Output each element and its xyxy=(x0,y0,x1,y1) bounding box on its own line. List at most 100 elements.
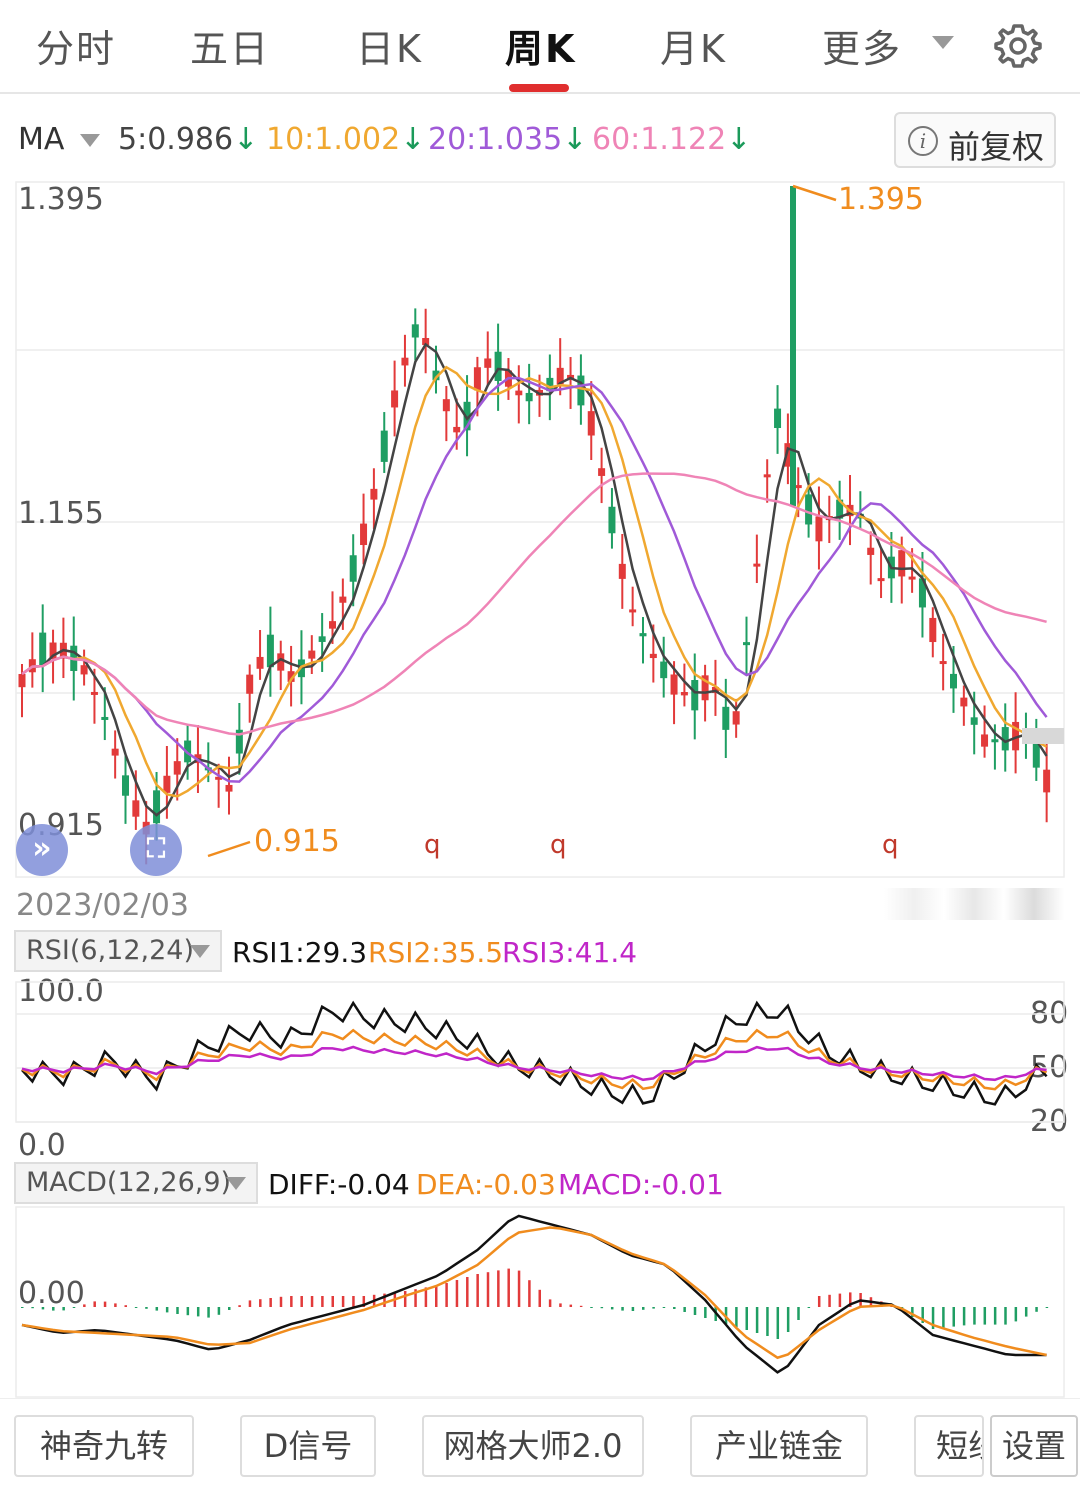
macd-bar xyxy=(124,1305,127,1307)
gear-icon[interactable] xyxy=(994,22,1042,70)
macd-bar xyxy=(528,1280,531,1307)
macd-bar xyxy=(621,1307,624,1311)
ma60-text: 60:1.122 xyxy=(592,122,727,157)
candle-body xyxy=(318,636,326,642)
macd-bar xyxy=(538,1289,541,1307)
candle-body xyxy=(670,674,678,695)
macd-bar xyxy=(21,1307,24,1308)
moving-average-lines xyxy=(21,342,1048,817)
macd-bar xyxy=(72,1307,76,1308)
extreme-markers xyxy=(207,184,837,858)
rsi-bottom-label: 0.0 xyxy=(18,1128,66,1163)
rsi-line-0 xyxy=(21,1000,1048,1106)
current-price-marker xyxy=(1022,728,1064,744)
tab-daily-k[interactable]: 日K xyxy=(356,27,423,71)
candle-body xyxy=(794,485,802,489)
candle-body xyxy=(380,430,388,462)
ma-selector[interactable]: MA xyxy=(18,122,64,157)
ma60-value: 60:1.122↓ xyxy=(592,122,751,157)
macd-bar xyxy=(911,1307,914,1317)
candle-body xyxy=(763,474,771,478)
candle-body xyxy=(256,656,264,669)
candle-body xyxy=(308,650,316,659)
macd-bar xyxy=(693,1307,697,1315)
candle-body xyxy=(370,488,378,500)
tab-monthly-k[interactable]: 月K xyxy=(660,27,727,71)
macd-bar xyxy=(652,1307,655,1309)
macd-bar xyxy=(735,1307,738,1327)
tab-weekly-k[interactable]: 周K xyxy=(505,27,577,71)
candle-body xyxy=(339,596,347,603)
candle-body xyxy=(215,776,223,780)
macd-bar xyxy=(973,1307,976,1325)
macd-chart[interactable] xyxy=(0,1205,1080,1400)
price-adjust-label: 前复权 xyxy=(948,128,1045,166)
fullscreen-icon[interactable]: ⛶ xyxy=(130,824,182,876)
ma10-text: 10:1.002 xyxy=(266,122,401,157)
kline-chart[interactable] xyxy=(0,180,1080,880)
macd-bar xyxy=(1004,1307,1007,1325)
candle-body xyxy=(463,401,471,431)
tab-more[interactable]: 更多 xyxy=(822,27,903,71)
price-adjust-button[interactable]: i 前复权 xyxy=(894,112,1056,168)
period-tab-bar: 分时 五日 日K 周K 月K 更多 xyxy=(0,0,1080,94)
tab-five-day[interactable]: 五日 xyxy=(190,27,271,71)
candle-body xyxy=(836,499,844,519)
macd-bar xyxy=(662,1307,666,1308)
y-axis-label-high: 1.395 xyxy=(18,182,104,217)
candle-body xyxy=(80,665,88,675)
settings-button[interactable]: 设置 xyxy=(990,1415,1078,1477)
ma5-value: 5:0.986↓ xyxy=(118,122,258,157)
macd-bar xyxy=(196,1307,200,1317)
ma5-text: 5:0.986 xyxy=(118,122,234,157)
macd-selector[interactable]: MACD(12,26,9) xyxy=(14,1162,258,1204)
macd-bar xyxy=(817,1296,821,1307)
macd-bar xyxy=(610,1307,614,1310)
macd-bar xyxy=(642,1307,645,1310)
d-signal-button[interactable]: D信号 xyxy=(240,1415,376,1477)
rsi3-value: RSI3:41.4 xyxy=(502,936,638,969)
rsi-lines xyxy=(21,1000,1048,1106)
tab-intraday[interactable]: 分时 xyxy=(36,27,117,71)
macd-bar xyxy=(145,1307,148,1309)
macd-zero-label: 0.00 xyxy=(18,1276,85,1311)
macd-bar xyxy=(673,1307,676,1309)
magic-nine-button[interactable]: 神奇九转 xyxy=(14,1415,194,1477)
candle-body xyxy=(908,576,916,580)
macd-bar xyxy=(207,1307,210,1318)
candle-body xyxy=(360,523,368,546)
candle-body xyxy=(629,609,637,613)
rsi-chart[interactable] xyxy=(0,980,1080,1160)
macd-bar xyxy=(579,1305,583,1307)
ma20-value: 20:1.035↓ xyxy=(428,122,587,157)
candle-body xyxy=(246,674,254,694)
grid-master-button[interactable]: 网格大师2.0 xyxy=(422,1415,644,1477)
macd-bar xyxy=(424,1287,428,1307)
macd-bar xyxy=(300,1296,303,1307)
macd-bar xyxy=(838,1293,842,1307)
macd-bar xyxy=(362,1296,366,1307)
macd-bar xyxy=(931,1307,935,1329)
candle-body xyxy=(132,800,140,817)
candle-body xyxy=(411,324,419,338)
candle-body xyxy=(453,426,461,433)
candle-body xyxy=(1032,740,1040,768)
macd-bar xyxy=(321,1296,324,1307)
macd-bar xyxy=(1035,1307,1038,1312)
candle-body xyxy=(422,338,430,346)
candle-body xyxy=(556,367,564,385)
macd-bar xyxy=(683,1307,686,1312)
chevron-down-icon[interactable] xyxy=(80,134,100,147)
candle-body xyxy=(494,351,502,381)
chevron-down-icon[interactable] xyxy=(932,36,954,49)
macd-bar xyxy=(786,1307,790,1332)
candle-body xyxy=(784,443,792,467)
short-term-button[interactable]: 短线 xyxy=(914,1415,984,1477)
candle-body xyxy=(774,408,782,429)
y-axis-label-mid: 1.155 xyxy=(18,496,104,531)
candle-body xyxy=(1043,769,1051,793)
fast-forward-icon[interactable]: » xyxy=(16,824,68,876)
industry-chain-button[interactable]: 产业链金 xyxy=(690,1415,868,1477)
macd-bar xyxy=(755,1307,759,1333)
rsi-selector[interactable]: RSI(6,12,24) xyxy=(14,930,222,972)
